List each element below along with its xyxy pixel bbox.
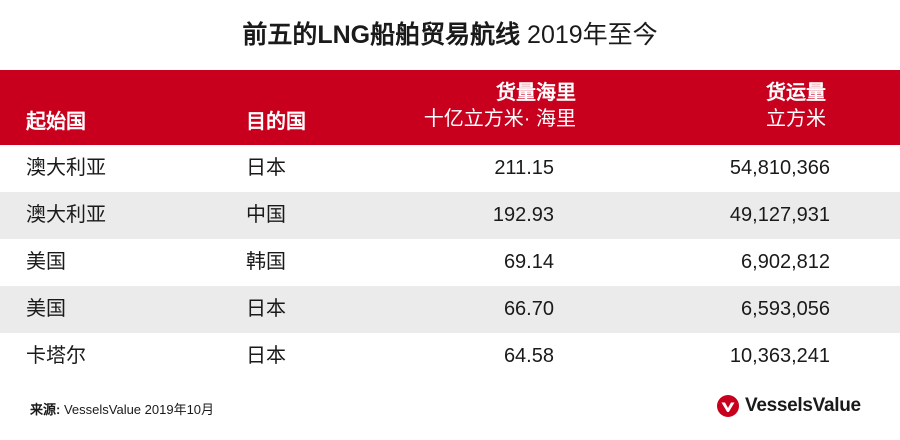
page-title: 前五的LNG船舶贸易航线 2019年至今: [0, 18, 900, 52]
header-destination: 目的国: [246, 111, 306, 133]
cell-nautical-miles: 192.93: [492, 204, 554, 226]
title-main: 前五的LNG船舶贸易航线: [242, 21, 521, 49]
table-row: 澳大利亚 中国 192.93 49,127,931: [0, 192, 900, 239]
cell-origin: 澳大利亚: [26, 157, 106, 179]
cell-nautical-miles: 64.58: [503, 345, 554, 367]
table-row: 卡塔尔 日本 64.58 10,363,241: [0, 333, 900, 380]
cell-volume: 6,593,056: [741, 298, 830, 320]
cell-destination: 日本: [246, 298, 286, 320]
source-text: VesselsValue 2019年10月: [60, 402, 215, 417]
title-period: 2019年至今: [520, 21, 658, 49]
cell-destination: 日本: [246, 345, 286, 367]
cell-destination: 韩国: [246, 251, 286, 273]
cell-origin: 美国: [26, 298, 66, 320]
cell-destination: 中国: [246, 204, 286, 226]
cell-volume: 6,902,812: [741, 251, 830, 273]
table-header: 起始国 目的国 货量海里 十亿立方米· 海里 货运量 立方米: [0, 70, 900, 145]
table-row: 美国 韩国 69.14 6,902,812: [0, 239, 900, 286]
header-vol-title: 货运量: [766, 82, 826, 104]
header-volume: 货运量 立方米: [766, 80, 826, 132]
header-nautical-miles: 货量海里 十亿立方米· 海里: [424, 80, 576, 132]
vesselsvalue-logo-icon: [717, 395, 739, 417]
header-origin: 起始国: [26, 111, 86, 133]
cell-origin: 美国: [26, 251, 66, 273]
table-row: 澳大利亚 日本 211.15 54,810,366: [0, 145, 900, 192]
cell-nautical-miles: 66.70: [503, 298, 554, 320]
cell-origin: 卡塔尔: [26, 345, 86, 367]
cell-volume: 54,810,366: [729, 157, 830, 179]
cell-nautical-miles: 211.15: [494, 157, 554, 179]
cell-destination: 日本: [246, 157, 286, 179]
header-nm-title: 货量海里: [496, 82, 576, 104]
header-nm-unit: 十亿立方米· 海里: [423, 108, 576, 130]
header-vol-unit: 立方米: [766, 108, 826, 130]
source-label: 来源:: [30, 402, 61, 417]
table-body: 澳大利亚 日本 211.15 54,810,366 澳大利亚 中国 192.93…: [0, 145, 900, 380]
cell-origin: 澳大利亚: [26, 204, 106, 226]
cell-volume: 49,127,931: [729, 204, 830, 226]
cell-nautical-miles: 69.14: [503, 251, 554, 273]
cell-volume: 10,363,241: [729, 345, 830, 367]
source-note: 来源: VesselsValue 2019年10月: [30, 401, 214, 419]
table-row: 美国 日本 66.70 6,593,056: [0, 286, 900, 333]
logo-text: VesselsValue: [745, 395, 861, 416]
vesselsvalue-logo: VesselsValue: [716, 392, 861, 420]
